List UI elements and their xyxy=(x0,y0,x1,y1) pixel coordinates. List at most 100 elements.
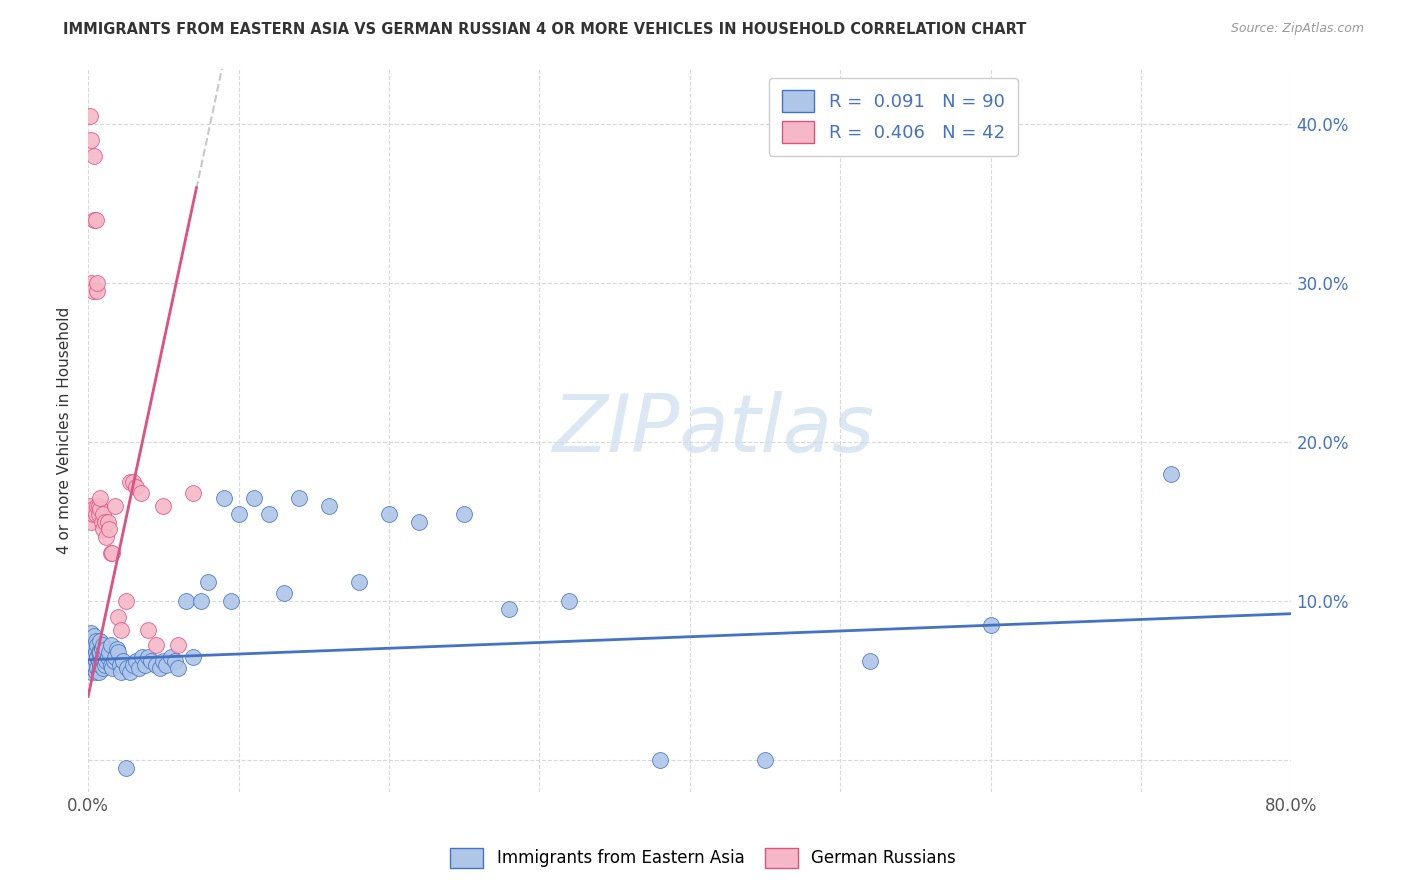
Point xyxy=(89,645,111,659)
Point xyxy=(86,639,108,653)
Point xyxy=(107,645,129,659)
Point xyxy=(453,507,475,521)
Point xyxy=(1160,467,1182,481)
Point xyxy=(100,546,122,560)
Point xyxy=(91,661,114,675)
Point xyxy=(101,546,124,560)
Point xyxy=(145,657,167,672)
Legend: Immigrants from Eastern Asia, German Russians: Immigrants from Eastern Asia, German Rus… xyxy=(443,841,963,875)
Point xyxy=(83,212,105,227)
Point xyxy=(125,654,148,668)
Point xyxy=(149,661,172,675)
Point xyxy=(219,594,242,608)
Point xyxy=(84,633,107,648)
Point xyxy=(89,633,111,648)
Point xyxy=(183,486,205,500)
Point xyxy=(100,639,122,653)
Point xyxy=(165,654,187,668)
Point xyxy=(79,499,101,513)
Point xyxy=(125,479,148,493)
Point xyxy=(91,639,114,653)
Point xyxy=(558,594,581,608)
Point xyxy=(82,284,104,298)
Point xyxy=(93,515,115,529)
Point xyxy=(141,654,163,668)
Point xyxy=(86,649,108,664)
Point xyxy=(257,507,280,521)
Point xyxy=(160,649,183,664)
Point xyxy=(97,515,120,529)
Point xyxy=(82,633,104,648)
Point xyxy=(84,665,107,680)
Point xyxy=(91,523,114,537)
Point xyxy=(97,649,120,664)
Text: IMMIGRANTS FROM EASTERN ASIA VS GERMAN RUSSIAN 4 OR MORE VEHICLES IN HOUSEHOLD C: IMMIGRANTS FROM EASTERN ASIA VS GERMAN R… xyxy=(63,22,1026,37)
Point xyxy=(498,602,520,616)
Point xyxy=(87,645,110,659)
Point xyxy=(155,657,177,672)
Point xyxy=(228,507,250,521)
Text: Source: ZipAtlas.com: Source: ZipAtlas.com xyxy=(1230,22,1364,36)
Point xyxy=(114,761,136,775)
Point xyxy=(122,657,145,672)
Point xyxy=(190,594,212,608)
Point xyxy=(79,639,101,653)
Point xyxy=(86,276,108,290)
Point xyxy=(104,649,127,664)
Point xyxy=(122,475,145,489)
Point xyxy=(152,499,174,513)
Point xyxy=(82,641,104,656)
Legend: R =  0.091   N = 90, R =  0.406   N = 42: R = 0.091 N = 90, R = 0.406 N = 42 xyxy=(769,78,1018,156)
Point xyxy=(648,753,671,767)
Point xyxy=(378,507,401,521)
Point xyxy=(80,133,103,147)
Point xyxy=(408,515,430,529)
Point xyxy=(80,633,103,648)
Point xyxy=(104,499,127,513)
Point xyxy=(117,661,139,675)
Point xyxy=(83,657,105,672)
Point xyxy=(859,654,882,668)
Point xyxy=(87,499,110,513)
Point xyxy=(84,645,107,659)
Point xyxy=(108,657,131,672)
Point xyxy=(84,507,107,521)
Point xyxy=(80,515,103,529)
Point xyxy=(107,610,129,624)
Point xyxy=(80,625,103,640)
Point xyxy=(101,661,124,675)
Point xyxy=(105,641,128,656)
Point xyxy=(980,617,1002,632)
Point xyxy=(152,654,174,668)
Point xyxy=(114,594,136,608)
Point xyxy=(145,639,167,653)
Point xyxy=(84,654,107,668)
Point xyxy=(79,507,101,521)
Point xyxy=(96,654,118,668)
Point xyxy=(136,623,159,637)
Point xyxy=(120,475,142,489)
Point xyxy=(98,645,121,659)
Point xyxy=(111,654,134,668)
Point xyxy=(82,501,104,516)
Point xyxy=(79,649,101,664)
Point xyxy=(93,657,115,672)
Point xyxy=(183,649,205,664)
Point xyxy=(93,645,115,659)
Point xyxy=(91,507,114,521)
Point xyxy=(129,486,152,500)
Point xyxy=(96,530,118,544)
Point xyxy=(90,641,112,656)
Point xyxy=(87,665,110,680)
Point xyxy=(82,507,104,521)
Point xyxy=(82,661,104,675)
Point xyxy=(174,594,197,608)
Point xyxy=(86,499,108,513)
Point xyxy=(86,661,108,675)
Point xyxy=(83,149,105,163)
Point xyxy=(80,645,103,659)
Point xyxy=(197,574,219,589)
Point xyxy=(80,276,103,290)
Point xyxy=(87,654,110,668)
Point xyxy=(79,645,101,659)
